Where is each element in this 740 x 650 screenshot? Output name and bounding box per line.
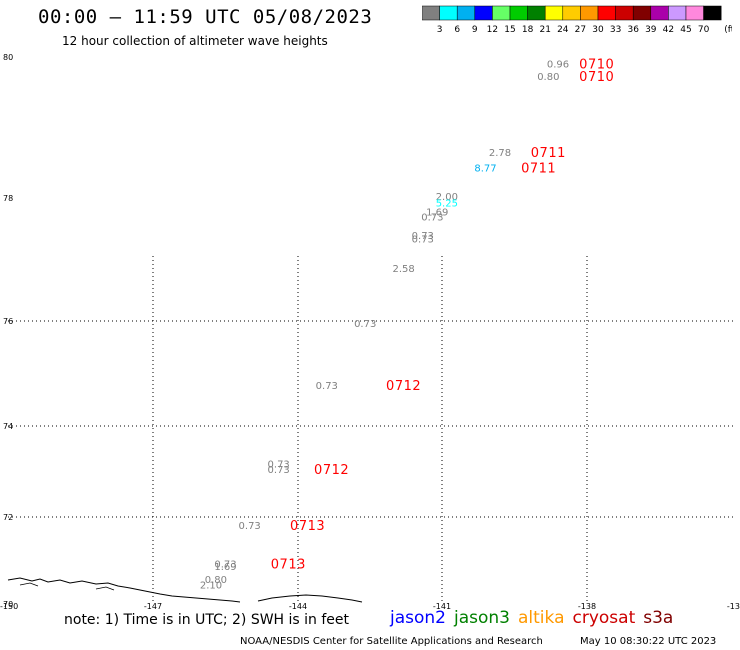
pass-time: 0711 — [531, 146, 566, 161]
credit-text: NOAA/NESDIS Center for Satellite Applica… — [240, 636, 543, 647]
legend-bin-label: 42 — [663, 25, 674, 35]
legend-bin-label: 70 — [698, 25, 710, 35]
legend-bin-label: 24 — [557, 25, 569, 35]
swh-points: 0.960.802.788.772.005.251.690.730.730.73… — [200, 59, 569, 591]
swh-value: 0.73 — [268, 465, 290, 476]
swh-value: 0.73 — [214, 560, 236, 571]
y-tick-label: 78 — [3, 194, 13, 203]
legend-bin-label: 12 — [487, 25, 498, 35]
x-tick-label: -147 — [144, 602, 162, 611]
swh-value: 0.73 — [354, 319, 376, 330]
coastline — [7, 577, 363, 603]
swh-value: 0.73 — [268, 459, 290, 470]
x-tick-label: -144 — [289, 602, 307, 611]
pass-time: 0713 — [271, 558, 306, 573]
swh-value: 2.10 — [200, 580, 222, 591]
legend-bin-label: 15 — [504, 25, 515, 35]
y-tick-label: 70 — [3, 600, 13, 609]
pass-time: 0712 — [314, 463, 349, 478]
generated-timestamp: May 10 08:30:22 UTC 2023 — [580, 636, 717, 647]
legend-bin-label: 6 — [454, 25, 460, 35]
legend-bin-label: 9 — [472, 25, 478, 35]
legend-unit: (ft) — [724, 25, 732, 35]
x-tick-label: -13 — [727, 602, 740, 611]
swh-value: 0.73 — [239, 521, 261, 532]
chart-title: 00:00 – 11:59 UTC 05/08/2023 — [38, 6, 373, 28]
x-tick-label: -150 — [0, 602, 18, 611]
pass-time: 0713 — [290, 519, 325, 534]
y-tick-label: 74 — [3, 422, 13, 431]
swh-value: 2.78 — [489, 148, 511, 159]
satellite-altika: altika — [518, 608, 565, 628]
swh-value: 0.73 — [412, 235, 434, 246]
y-tick-label: 72 — [3, 513, 13, 522]
swh-value: 1.69 — [214, 562, 236, 573]
swh-value: 2.00 — [436, 192, 458, 203]
swh-value: 5.25 — [436, 198, 458, 209]
legend-bin-label: 33 — [610, 25, 621, 35]
swh-value: 8.77 — [474, 164, 496, 175]
legend-bin-label: 3 — [437, 25, 443, 35]
legend-bin-label: 39 — [645, 25, 657, 35]
pass-time: 0710 — [579, 70, 614, 85]
swh-value: 0.96 — [547, 59, 569, 70]
swh-value: 0.73 — [412, 231, 434, 242]
satellite-legend: jason2 jason3 altika cryosat s3a — [390, 608, 681, 628]
satellite-s3a: s3a — [643, 608, 674, 628]
legend-bin-label: 18 — [522, 25, 534, 35]
swh-value: 0.80 — [537, 72, 559, 83]
swh-value: 0.80 — [205, 575, 227, 586]
x-tick-label: -138 — [578, 602, 596, 611]
swh-value: 2.58 — [392, 264, 414, 275]
satellite-jason2: jason2 — [390, 608, 446, 628]
pass-time: 0712 — [386, 379, 421, 394]
pass-time: 0711 — [521, 162, 556, 177]
legend-bin-label: 30 — [592, 25, 604, 35]
swh-value: 0.73 — [421, 212, 443, 223]
legend-swatch — [703, 5, 722, 21]
y-tick-label: 76 — [3, 317, 13, 326]
footnote: note: 1) Time is in UTC; 2) SWH is in fe… — [64, 612, 350, 628]
legend-bin-label: 36 — [627, 25, 639, 35]
axis-ticks: 70 72 74 76 78 80 -150 -147 -144 -141 -138 -13 — [0, 53, 740, 611]
grid-lines — [8, 256, 733, 604]
x-tick-label: -141 — [433, 602, 451, 611]
pass-time: 0710 — [579, 57, 614, 72]
swh-value: 1.69 — [426, 208, 448, 219]
chart-subtitle: 12 hour collection of altimeter wave hei… — [62, 34, 328, 48]
legend-bin-label: 21 — [539, 25, 550, 35]
legend-bin-label: 27 — [575, 25, 586, 35]
satellite-jason3: jason3 — [454, 608, 510, 628]
swh-value: 0.73 — [316, 381, 338, 392]
satellite-cryosat: cryosat — [572, 608, 636, 628]
y-tick-label: 80 — [3, 53, 13, 62]
legend-bin-label: 45 — [680, 25, 691, 35]
